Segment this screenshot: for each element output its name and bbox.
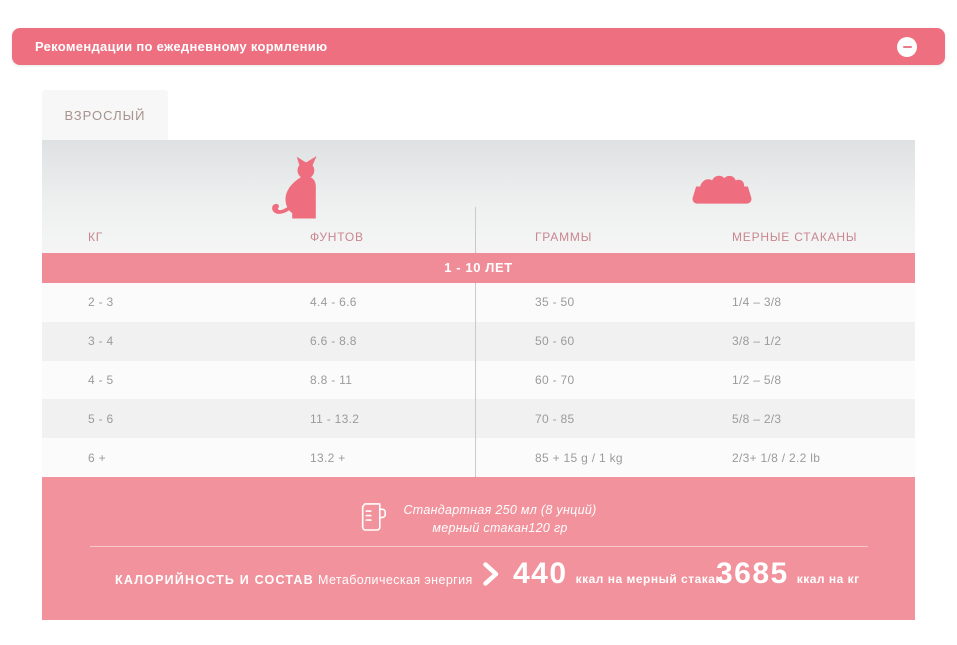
cell-kg: 4 - 5 (88, 372, 114, 387)
table-row: 6 + 13.2 + 85 + 15 g / 1 kg 2/3+ 1/8 / 2… (42, 438, 915, 477)
cell-kg: 6 + (88, 450, 106, 465)
cell-kg: 2 - 3 (88, 295, 114, 310)
table-row: 5 - 6 11 - 13.2 70 - 85 5/8 – 2/3 (42, 399, 915, 439)
cup-note-text: Стандартная 250 мл (8 унций) мерный стак… (403, 501, 596, 537)
metabolic-energy-label: Метаболическая энергия (318, 573, 473, 587)
kcal-per-kg: 3685 ккал на кг (716, 557, 860, 591)
food-bowl-icon (690, 170, 754, 211)
cell-grams: 70 - 85 (535, 411, 575, 426)
cell-lbs: 8.8 - 11 (310, 372, 353, 387)
section-title: Рекомендации по ежедневному кормлению (35, 39, 328, 54)
column-divider (475, 207, 476, 477)
tab-adult[interactable]: ВЗРОСЛЫЙ (42, 90, 168, 140)
cell-lbs: 13.2 + (310, 450, 346, 465)
cell-grams: 85 + 15 g / 1 kg (535, 450, 623, 465)
table-row: 3 - 4 6.6 - 8.8 50 - 60 3/8 – 1/2 (42, 321, 915, 361)
table-row: 2 - 3 4.4 - 6.6 35 - 50 1/4 – 3/8 (42, 283, 915, 322)
cell-grams: 50 - 60 (535, 334, 575, 349)
table-body: 2 - 3 4.4 - 6.6 35 - 50 1/4 – 3/8 3 - 4 … (42, 207, 915, 477)
cell-cups: 1/4 – 3/8 (732, 295, 782, 310)
cell-grams: 35 - 50 (535, 295, 575, 310)
col-header-kg: КГ (88, 230, 104, 244)
chevron-right-icon (483, 562, 499, 591)
measuring-cup-note: Стандартная 250 мл (8 унций) мерный стак… (42, 501, 915, 537)
kcal-per-cup-unit: ккал на мерный стакан (575, 572, 724, 586)
section-header-bar[interactable]: Рекомендации по ежедневному кормлению (12, 28, 945, 65)
calories-composition-label: КАЛОРИЙНОСТЬ И СОСТАВ (115, 573, 314, 587)
kcal-per-kg-value: 3685 (716, 557, 789, 590)
cell-kg: 5 - 6 (88, 411, 114, 426)
cat-icon (268, 156, 324, 225)
cell-cups: 1/2 – 5/8 (732, 372, 782, 387)
kcal-per-kg-unit: ккал на кг (796, 572, 860, 586)
cell-lbs: 6.6 - 8.8 (310, 334, 357, 349)
cell-cups: 2/3+ 1/8 / 2.2 lb (732, 450, 821, 465)
cell-cups: 3/8 – 1/2 (732, 334, 782, 349)
col-header-lbs: ФУНТОВ (310, 230, 364, 244)
measuring-cup-icon (360, 501, 387, 537)
minus-icon (902, 45, 912, 48)
table-column-headers: КГ ФУНТОВ ГРАММЫ МЕРНЫЕ СТАКАНЫ (42, 230, 915, 244)
cell-cups: 5/8 – 2/3 (732, 411, 782, 426)
collapse-button[interactable] (897, 36, 917, 57)
calories-footer: Стандартная 250 мл (8 унций) мерный стак… (42, 477, 915, 620)
cup-note-line2: мерный стакан120 гр (432, 521, 568, 536)
col-header-cups: МЕРНЫЕ СТАКАНЫ (732, 230, 858, 244)
kcal-per-cup: 440 ккал на мерный стакан (513, 557, 723, 591)
cup-note-line1: Стандартная 250 мл (8 унций) (403, 503, 597, 517)
cell-kg: 3 - 4 (88, 334, 114, 349)
feeding-table: КГ ФУНТОВ ГРАММЫ МЕРНЫЕ СТАКАНЫ 1 - 10 Л… (42, 140, 915, 477)
cell-grams: 60 - 70 (535, 372, 575, 387)
cell-lbs: 11 - 13.2 (310, 411, 360, 426)
age-band: 1 - 10 ЛЕТ (42, 253, 915, 283)
col-header-grams: ГРАММЫ (535, 230, 593, 244)
tab-adult-label: ВЗРОСЛЫЙ (64, 107, 146, 123)
footer-divider (90, 546, 868, 547)
kcal-per-cup-value: 440 (513, 557, 568, 590)
table-row: 4 - 5 8.8 - 11 60 - 70 1/2 – 5/8 (42, 360, 915, 400)
table-header-area: КГ ФУНТОВ ГРАММЫ МЕРНЫЕ СТАКАНЫ (42, 140, 915, 253)
cell-lbs: 4.4 - 6.6 (310, 295, 357, 310)
